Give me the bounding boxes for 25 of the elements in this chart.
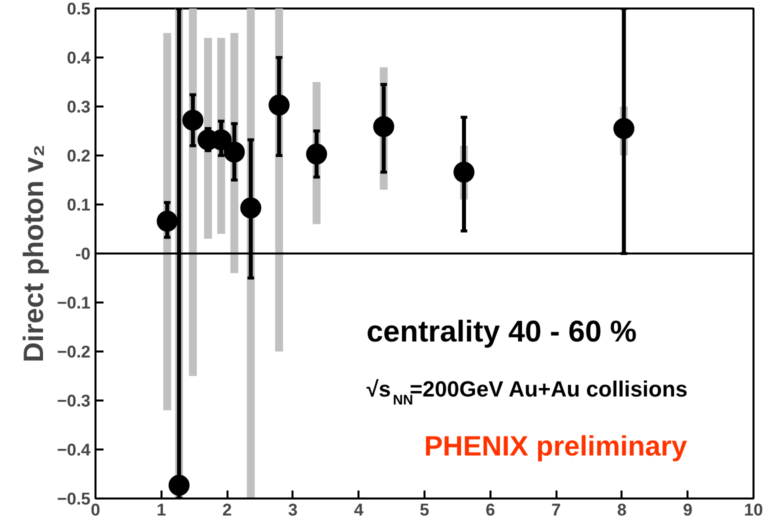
y-axis-title: Direct photon v₂ — [18, 144, 49, 362]
x-tick-label: 5 — [420, 500, 430, 520]
annotation: centrality 40 - 60 % — [366, 316, 637, 348]
y-tick-label: 0.1 — [66, 196, 91, 214]
y-tick-label: 0.3 — [66, 98, 91, 116]
x-tick-label: 4 — [354, 500, 364, 520]
x-tick-label: 8 — [617, 500, 627, 520]
y-tick-label: −0.3 — [56, 392, 90, 410]
y-tick-label: 0.5 — [66, 0, 91, 18]
x-tick-label: 3 — [288, 500, 298, 520]
x-tick-label: 10 — [744, 500, 763, 520]
x-tick-label: 1 — [156, 500, 166, 520]
y-tick-label: -0 — [75, 244, 91, 264]
y-tick-label: 0.2 — [66, 146, 91, 166]
y-tick-label: 0.4 — [66, 48, 92, 68]
y-tick-label: −0.5 — [56, 490, 90, 508]
x-tick-label: 0 — [90, 500, 100, 520]
annotation: PHENIX preliminary — [424, 430, 688, 462]
y-tick-label: −0.4 — [56, 440, 92, 460]
x-tick-label: 9 — [682, 500, 692, 520]
x-tick-label: 6 — [486, 500, 496, 520]
y-tick-label: −0.2 — [56, 342, 90, 362]
x-tick-label: 2 — [222, 500, 232, 520]
x-tick-label: 7 — [551, 500, 561, 520]
y-tick-label: −0.1 — [56, 294, 90, 312]
